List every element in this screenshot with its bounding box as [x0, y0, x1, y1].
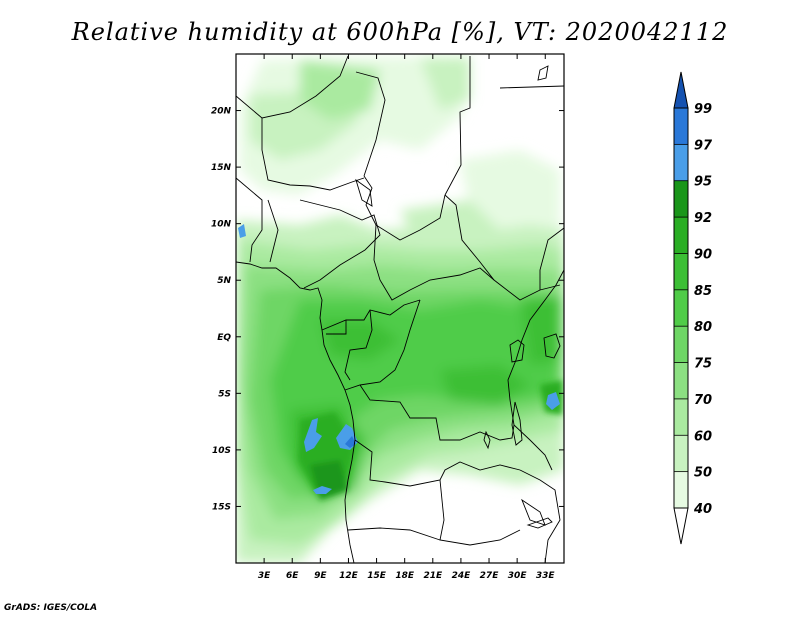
colorbar-low-end	[673, 507, 689, 545]
lat-tick-label: 10N	[211, 220, 232, 230]
humidity-field	[236, 54, 564, 563]
colorbar-level-label: 75	[694, 357, 712, 372]
colorbar-band	[674, 362, 688, 399]
colorbar-band	[674, 108, 688, 145]
lat-tick-label: 5S	[218, 389, 231, 399]
lat-tick-label: 10S	[212, 446, 231, 456]
colorbar-band	[674, 253, 688, 290]
colorbar-band	[674, 180, 688, 218]
grads-credit: GrADS: IGES/COLA	[4, 603, 98, 613]
lon-tick-label: 24E	[452, 571, 472, 581]
colorbar-level-label: 40	[693, 502, 712, 517]
colorbar-level-label: 60	[694, 429, 712, 444]
longitude-axis: 3E 6E 9E 12E 15E 18E 21E 24E 27E 30E 33E	[258, 54, 556, 581]
colorbar-band	[674, 326, 688, 363]
colorbar-band	[674, 471, 688, 508]
colorbar-band	[674, 217, 688, 254]
colorbar-level-label: 95	[694, 175, 712, 190]
lon-tick-label: 15E	[367, 571, 387, 581]
colorbar-level-label: 90	[694, 247, 712, 262]
lon-tick-label: 27E	[480, 571, 500, 581]
colorbar-level-label: 70	[694, 393, 712, 408]
lat-tick-label: EQ	[217, 333, 231, 343]
lon-tick-label: 6E	[286, 571, 299, 581]
lon-tick-label: 33E	[536, 571, 556, 581]
lon-tick-label: 3E	[258, 571, 271, 581]
lat-tick-label: 15S	[212, 502, 231, 512]
lat-tick-label: 5N	[217, 276, 231, 286]
colorbar-level-label: 50	[694, 466, 712, 481]
colorbar: 40 50 60 70 75 80 85 90 92 95 97 99	[673, 71, 713, 545]
lon-tick-label: 21E	[423, 571, 443, 581]
colorbar-high-end	[673, 71, 689, 109]
colorbar-band	[674, 435, 688, 472]
map-title: Relative humidity at 600hPa [%], VT: 202…	[71, 18, 729, 46]
lon-tick-label: 9E	[314, 571, 327, 581]
colorbar-band	[674, 144, 688, 181]
country-borders	[236, 55, 564, 563]
lon-tick-label: 12E	[339, 571, 359, 581]
colorbar-level-label: 80	[694, 320, 712, 335]
lat-tick-label: 15N	[211, 163, 232, 173]
map-frame	[235, 53, 565, 564]
lon-tick-label: 18E	[395, 571, 415, 581]
colorbar-level-label: 85	[694, 284, 712, 299]
colorbar-band	[674, 398, 688, 436]
lat-tick-label: 20N	[211, 107, 232, 117]
colorbar-band	[674, 289, 688, 327]
latitude-axis: 20N 15N 10N 5N EQ 5S 10S 15S	[211, 107, 564, 512]
colorbar-level-label: 97	[694, 138, 713, 153]
lon-tick-label: 30E	[508, 571, 528, 581]
colorbar-level-label: 92	[694, 211, 712, 226]
colorbar-level-label: 99	[694, 102, 712, 117]
